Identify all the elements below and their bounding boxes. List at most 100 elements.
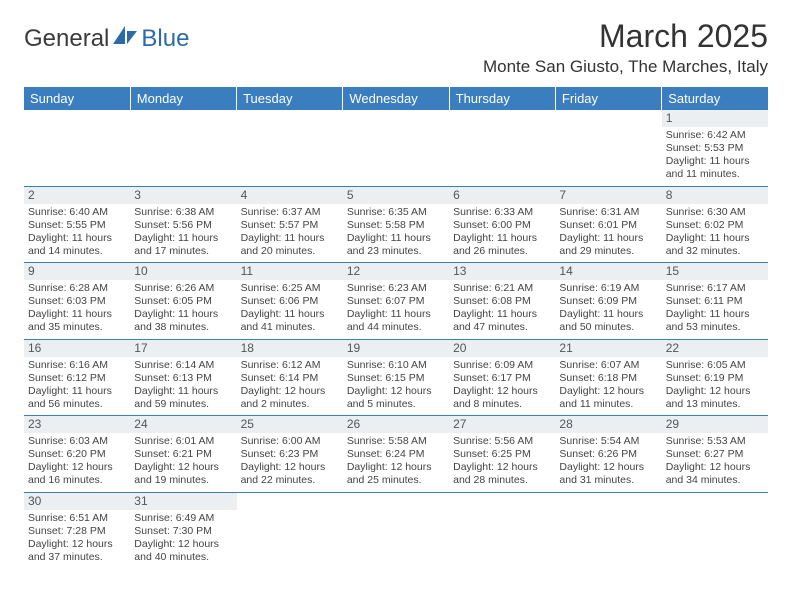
daylight1-text: Daylight: 12 hours xyxy=(134,461,232,474)
daylight2-text: and 31 minutes. xyxy=(559,474,657,487)
calendar-row: 30Sunrise: 6:51 AMSunset: 7:28 PMDayligh… xyxy=(24,492,768,568)
calendar-cell: 4Sunrise: 6:37 AMSunset: 5:57 PMDaylight… xyxy=(237,186,343,263)
day-number: 18 xyxy=(237,340,343,357)
page-title: March 2025 xyxy=(483,18,768,55)
daylight2-text: and 50 minutes. xyxy=(559,321,657,334)
daylight2-text: and 16 minutes. xyxy=(28,474,126,487)
day-number: 31 xyxy=(130,493,236,510)
sunrise-text: Sunrise: 6:23 AM xyxy=(347,282,445,295)
sunset-text: Sunset: 6:08 PM xyxy=(453,295,551,308)
calendar-cell: 13Sunrise: 6:21 AMSunset: 6:08 PMDayligh… xyxy=(449,263,555,340)
sunset-text: Sunset: 6:17 PM xyxy=(453,372,551,385)
calendar-cell xyxy=(449,110,555,186)
calendar-cell xyxy=(555,110,661,186)
daylight2-text: and 17 minutes. xyxy=(134,245,232,258)
daylight1-text: Daylight: 12 hours xyxy=(241,461,339,474)
daylight2-text: and 13 minutes. xyxy=(666,398,764,411)
sunset-text: Sunset: 6:14 PM xyxy=(241,372,339,385)
sunset-text: Sunset: 6:27 PM xyxy=(666,448,764,461)
calendar-cell xyxy=(662,492,768,568)
calendar-cell: 23Sunrise: 6:03 AMSunset: 6:20 PMDayligh… xyxy=(24,416,130,493)
sunrise-text: Sunrise: 6:35 AM xyxy=(347,206,445,219)
daylight1-text: Daylight: 11 hours xyxy=(347,308,445,321)
daylight2-text: and 32 minutes. xyxy=(666,245,764,258)
day-number: 23 xyxy=(24,416,130,433)
daylight1-text: Daylight: 11 hours xyxy=(28,385,126,398)
daylight1-text: Daylight: 12 hours xyxy=(453,385,551,398)
calendar-row: 23Sunrise: 6:03 AMSunset: 6:20 PMDayligh… xyxy=(24,416,768,493)
daylight1-text: Daylight: 11 hours xyxy=(28,232,126,245)
sunrise-text: Sunrise: 6:03 AM xyxy=(28,435,126,448)
day-number: 28 xyxy=(555,416,661,433)
sunrise-text: Sunrise: 6:37 AM xyxy=(241,206,339,219)
calendar-cell xyxy=(343,492,449,568)
daylight1-text: Daylight: 11 hours xyxy=(241,232,339,245)
sunset-text: Sunset: 5:58 PM xyxy=(347,219,445,232)
sunrise-text: Sunrise: 6:38 AM xyxy=(134,206,232,219)
calendar-cell xyxy=(130,110,236,186)
sunrise-text: Sunrise: 6:49 AM xyxy=(134,512,232,525)
daylight1-text: Daylight: 12 hours xyxy=(666,461,764,474)
daylight1-text: Daylight: 12 hours xyxy=(28,538,126,551)
sunrise-text: Sunrise: 6:17 AM xyxy=(666,282,764,295)
calendar-cell xyxy=(237,492,343,568)
sunset-text: Sunset: 6:00 PM xyxy=(453,219,551,232)
sunset-text: Sunset: 6:09 PM xyxy=(559,295,657,308)
daylight2-text: and 41 minutes. xyxy=(241,321,339,334)
sunset-text: Sunset: 6:07 PM xyxy=(347,295,445,308)
location: Monte San Giusto, The Marches, Italy xyxy=(483,57,768,77)
sunrise-text: Sunrise: 6:05 AM xyxy=(666,359,764,372)
logo-text-1: General xyxy=(24,25,109,53)
daylight2-text: and 44 minutes. xyxy=(347,321,445,334)
sunrise-text: Sunrise: 5:54 AM xyxy=(559,435,657,448)
sunset-text: Sunset: 6:05 PM xyxy=(134,295,232,308)
sunrise-text: Sunrise: 6:25 AM xyxy=(241,282,339,295)
daylight1-text: Daylight: 11 hours xyxy=(453,308,551,321)
day-number: 5 xyxy=(343,187,449,204)
sunrise-text: Sunrise: 6:16 AM xyxy=(28,359,126,372)
sunset-text: Sunset: 5:56 PM xyxy=(134,219,232,232)
daylight2-text: and 14 minutes. xyxy=(28,245,126,258)
day-number: 6 xyxy=(449,187,555,204)
calendar-cell: 15Sunrise: 6:17 AMSunset: 6:11 PMDayligh… xyxy=(662,263,768,340)
sunset-text: Sunset: 7:28 PM xyxy=(28,525,126,538)
calendar-cell: 20Sunrise: 6:09 AMSunset: 6:17 PMDayligh… xyxy=(449,339,555,416)
logo-text-2: Blue xyxy=(141,25,189,53)
calendar-cell: 30Sunrise: 6:51 AMSunset: 7:28 PMDayligh… xyxy=(24,492,130,568)
day-number: 29 xyxy=(662,416,768,433)
daylight1-text: Daylight: 11 hours xyxy=(134,308,232,321)
calendar-cell: 21Sunrise: 6:07 AMSunset: 6:18 PMDayligh… xyxy=(555,339,661,416)
calendar-table: SundayMondayTuesdayWednesdayThursdayFrid… xyxy=(24,87,768,568)
day-header: Monday xyxy=(130,87,236,110)
sail-icon xyxy=(111,24,139,53)
day-number: 16 xyxy=(24,340,130,357)
logo: General Blue xyxy=(24,18,189,53)
daylight1-text: Daylight: 11 hours xyxy=(666,232,764,245)
day-number: 2 xyxy=(24,187,130,204)
day-number: 26 xyxy=(343,416,449,433)
calendar-cell xyxy=(449,492,555,568)
daylight1-text: Daylight: 11 hours xyxy=(28,308,126,321)
daylight1-text: Daylight: 12 hours xyxy=(28,461,126,474)
daylight2-text: and 8 minutes. xyxy=(453,398,551,411)
day-number: 19 xyxy=(343,340,449,357)
sunset-text: Sunset: 5:53 PM xyxy=(666,142,764,155)
daylight2-text: and 22 minutes. xyxy=(241,474,339,487)
calendar-row: 9Sunrise: 6:28 AMSunset: 6:03 PMDaylight… xyxy=(24,263,768,340)
calendar-cell: 5Sunrise: 6:35 AMSunset: 5:58 PMDaylight… xyxy=(343,186,449,263)
sunset-text: Sunset: 7:30 PM xyxy=(134,525,232,538)
sunset-text: Sunset: 6:19 PM xyxy=(666,372,764,385)
sunset-text: Sunset: 6:02 PM xyxy=(666,219,764,232)
day-number: 24 xyxy=(130,416,236,433)
day-header: Friday xyxy=(555,87,661,110)
daylight2-text: and 25 minutes. xyxy=(347,474,445,487)
day-number: 1 xyxy=(662,110,768,127)
daylight1-text: Daylight: 11 hours xyxy=(134,232,232,245)
daylight2-text: and 28 minutes. xyxy=(453,474,551,487)
sunset-text: Sunset: 6:18 PM xyxy=(559,372,657,385)
daylight1-text: Daylight: 11 hours xyxy=(559,308,657,321)
daylight2-text: and 20 minutes. xyxy=(241,245,339,258)
calendar-cell: 10Sunrise: 6:26 AMSunset: 6:05 PMDayligh… xyxy=(130,263,236,340)
calendar-cell: 2Sunrise: 6:40 AMSunset: 5:55 PMDaylight… xyxy=(24,186,130,263)
daylight1-text: Daylight: 12 hours xyxy=(559,461,657,474)
